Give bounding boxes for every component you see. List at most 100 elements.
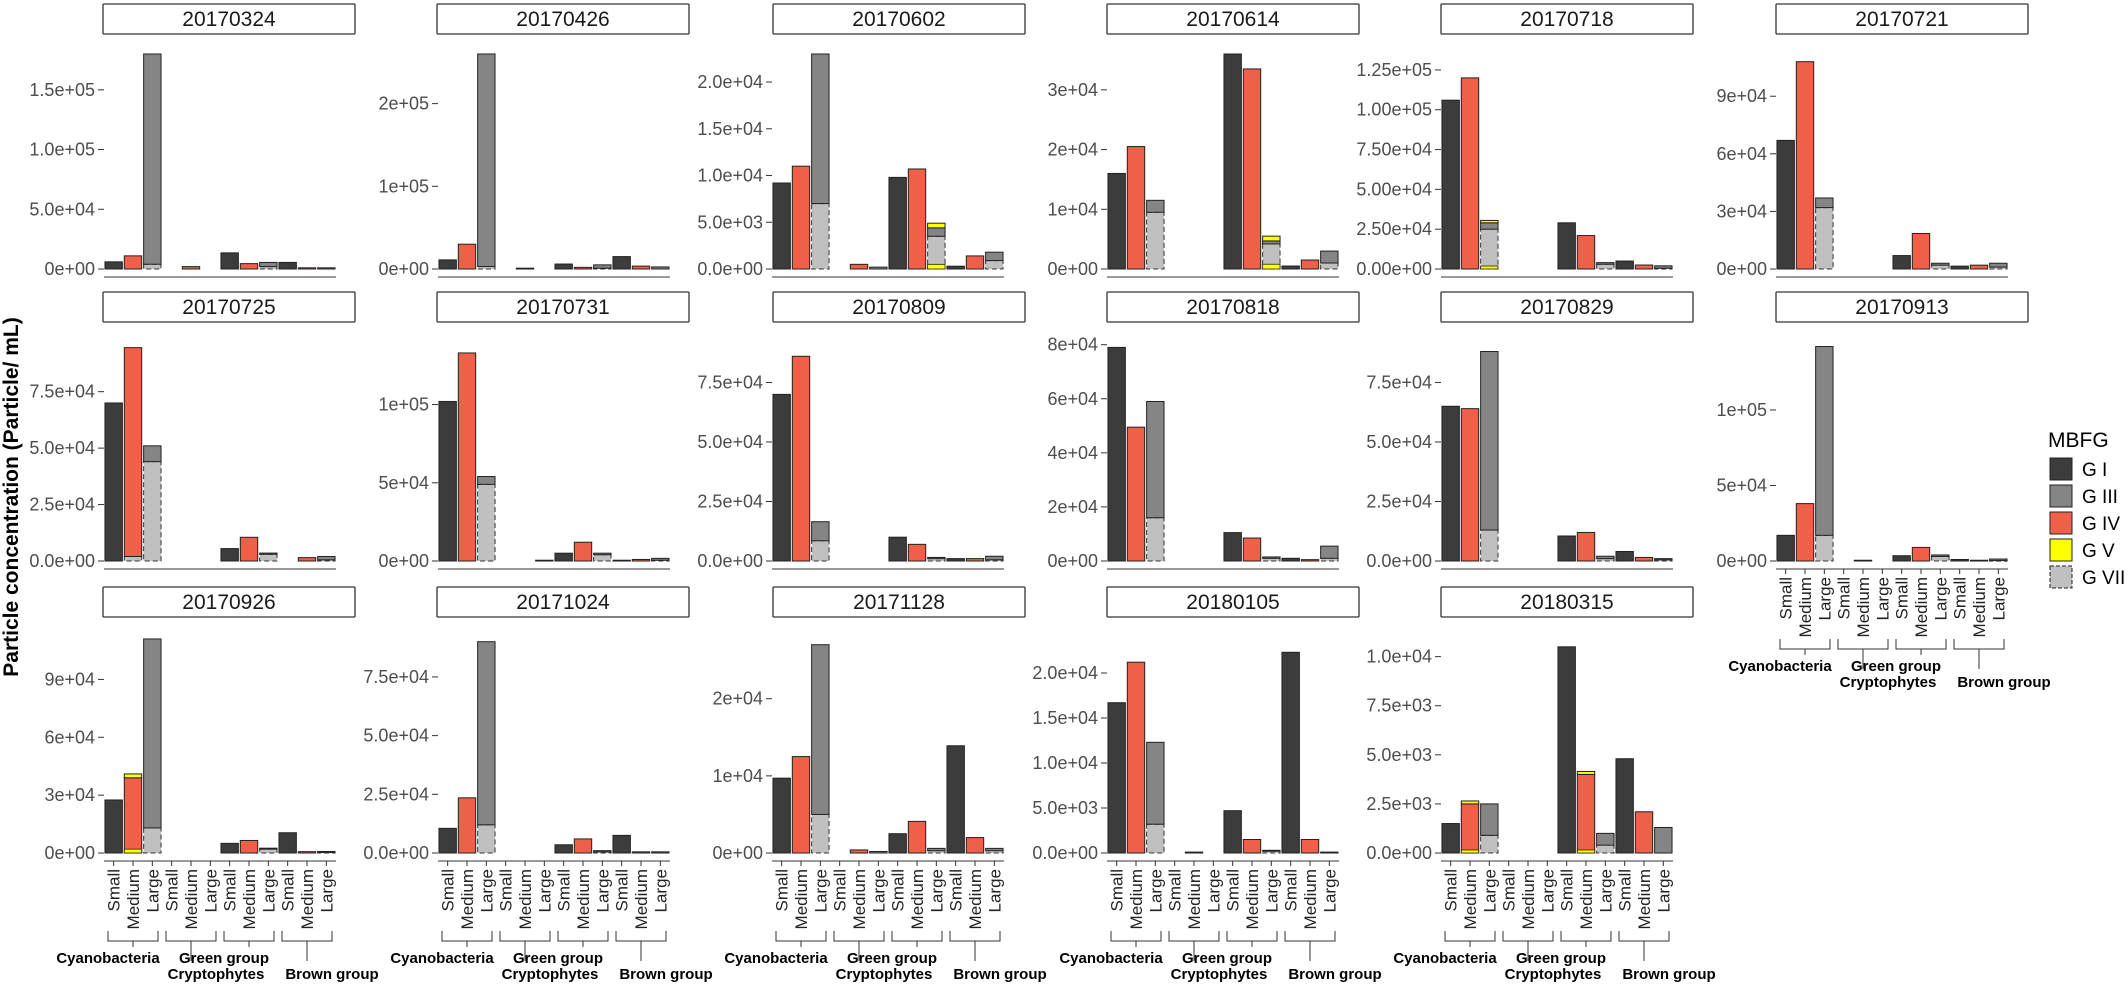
bar-segment-gvii <box>143 263 162 270</box>
y-tick-label: 1e+05 <box>378 176 429 196</box>
y-tick-label: 1e+04 <box>712 766 763 786</box>
y-tick-label: 1.0e+05 <box>29 140 95 160</box>
bar-segment-gvii <box>1146 211 1165 270</box>
x-category-label: Medium <box>458 869 477 929</box>
bar-segment-gvii <box>1815 534 1834 562</box>
group-bracket <box>775 931 827 942</box>
y-tick-label: 3e+04 <box>44 785 95 805</box>
bar-segment-giv <box>457 797 477 854</box>
bar-segment-gvii <box>1146 517 1165 562</box>
bar-segment-gi <box>1615 758 1634 854</box>
y-tick-label: 9e+04 <box>44 669 95 689</box>
bar-segment-gi <box>554 552 573 562</box>
facet-strip-title: 20180105 <box>1186 591 1279 614</box>
bar-segment-giv <box>1300 259 1320 270</box>
bar-segment-gi <box>278 261 297 270</box>
bar-segment-gi <box>104 261 123 270</box>
y-tick-label: 0.00e+00 <box>1356 259 1432 279</box>
y-tick-label: 6e+04 <box>1047 389 1098 409</box>
bar-segment-gi <box>1776 534 1795 562</box>
y-tick-label: 1e+04 <box>1047 199 1098 219</box>
facet-panel: 20170602 0.0e+00 5.0e+03 1.0e+04 1.5e+04 2.0e… <box>697 3 1026 279</box>
legend-label-gv: G V <box>2082 541 2115 562</box>
bar-segment-giii <box>317 555 336 561</box>
bar-segment-giv <box>1634 556 1654 562</box>
x-group-label: Brown group <box>619 966 712 983</box>
y-tick-label: 0e+00 <box>1047 259 1098 279</box>
bar-segment-giv <box>1911 546 1931 562</box>
bar-segment-giv <box>573 541 593 562</box>
x-category-label: Medium <box>124 869 143 929</box>
group-bracket <box>1618 931 1670 942</box>
facet-panel: 20170324 0e+00 5.0e+04 1.0e+05 1.5e+05 <box>29 3 356 279</box>
bar-segment-giii <box>869 850 888 854</box>
bar-segment-gvii <box>1320 262 1339 270</box>
x-category-label: Large <box>1596 869 1615 912</box>
bar-segment-giii <box>651 557 670 561</box>
x-category-label: Medium <box>850 869 869 929</box>
bar-segment-gi <box>612 559 631 562</box>
bar-segment-giii <box>477 641 496 826</box>
x-group-label: Brown group <box>1957 674 2050 691</box>
x-category-label: Medium <box>908 869 927 929</box>
bar-segment-gvii <box>1931 264 1950 270</box>
bar-segment-giv <box>239 263 259 270</box>
y-tick-label: 7.5e+04 <box>29 382 95 402</box>
facet-panel: 20170809 0.0e+00 2.5e+04 5.0e+04 7.5e+04 <box>697 291 1026 571</box>
bar-segment-gi <box>278 832 297 854</box>
bar-segment-giv <box>1460 408 1480 562</box>
bar-segment-giii <box>143 638 162 829</box>
x-group-label: Cryptophytes <box>1840 674 1937 691</box>
facet-strip <box>436 586 690 618</box>
facet-strip-title: 20170818 <box>1186 296 1279 319</box>
bar-segment-giv <box>239 536 259 562</box>
x-category-label: Large <box>317 869 336 912</box>
bar-segment-gvii <box>1480 834 1499 854</box>
y-tick-label: 8e+04 <box>1047 335 1098 355</box>
bar-segment-gi <box>1184 851 1204 854</box>
bar-segment-gvii <box>1480 529 1499 562</box>
bar-segment-gi <box>515 267 535 270</box>
x-category-label: Medium <box>1577 869 1596 929</box>
x-category-label: Small <box>1558 869 1577 912</box>
facet-panel: 20170829 0.0e+00 2.5e+04 5.0e+04 7.5e+04 <box>1366 291 1694 571</box>
x-group-label: Green group <box>513 950 603 967</box>
facet-strip <box>1440 291 1694 323</box>
x-category-label: Small <box>831 869 850 912</box>
bar-segment-gvii <box>1596 263 1615 270</box>
x-category-label: Small <box>1835 577 1854 620</box>
facet-strip-title: 20170718 <box>1520 8 1613 31</box>
x-category-label: Large <box>1815 577 1834 620</box>
bar-segment-giii <box>1320 851 1339 854</box>
bar-segment-giii <box>477 476 496 485</box>
bar-segment-gvii <box>477 824 496 854</box>
facet-strip-title: 20170809 <box>852 296 945 319</box>
facet-strip <box>772 3 1026 35</box>
bar-segment-giv <box>965 255 985 270</box>
bar-segment-gvii <box>1815 207 1834 270</box>
x-category-label: Medium <box>1243 869 1262 929</box>
bar-segment-gi <box>104 402 123 562</box>
bar-segment-giv <box>239 839 259 854</box>
y-tick-label: 5.0e+04 <box>29 199 95 219</box>
facet-strip <box>1775 291 2029 323</box>
x-group-label: Cryptophytes <box>168 966 265 983</box>
x-group-label: Green group <box>1851 658 1941 675</box>
bar-segment-giii <box>259 847 278 850</box>
x-group-label: Cyanobacteria <box>390 950 494 967</box>
bar-segment-gvii <box>811 540 830 562</box>
facet-strip <box>102 3 356 35</box>
x-category-label: Small <box>889 869 908 912</box>
facet-strip <box>1775 3 2029 35</box>
x-group-label: Cryptophytes <box>502 966 599 983</box>
x-category-label: Medium <box>516 869 535 929</box>
x-category-label: Small <box>497 869 516 912</box>
group-bracket <box>1779 639 1831 650</box>
bar-segment-gvii <box>1146 823 1165 854</box>
bar-segment-gv <box>123 773 143 779</box>
y-tick-label: 5e+04 <box>1716 475 1767 495</box>
x-category-label: Small <box>1442 869 1461 912</box>
bar-segment-giv <box>965 558 985 562</box>
x-category-label: Large <box>593 869 612 912</box>
y-tick-label: 7.50e+04 <box>1356 140 1432 160</box>
